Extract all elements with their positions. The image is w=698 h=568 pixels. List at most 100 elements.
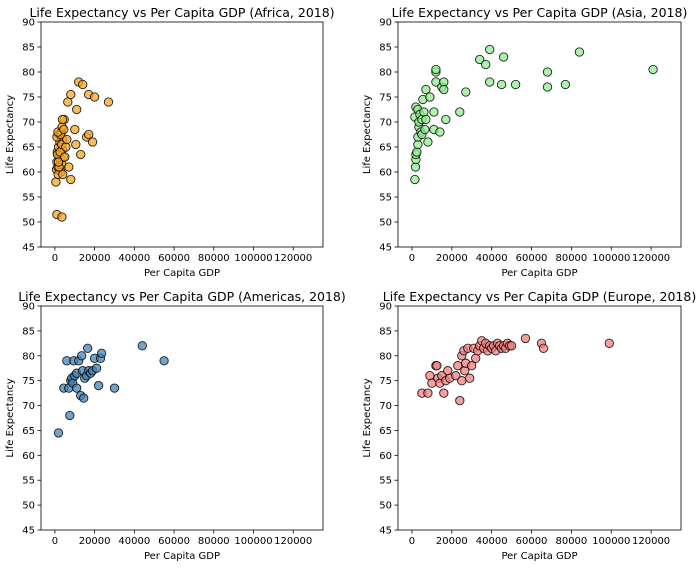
data-point	[510, 79, 521, 90]
data-point	[72, 383, 82, 393]
data-point	[467, 361, 477, 371]
data-point	[542, 82, 553, 92]
subplot-0: Life Expectancy vs Per Capita GDP (Afric…	[5, 5, 335, 279]
y-tick-label: 60	[22, 451, 35, 462]
x-tick-label: 0	[409, 253, 415, 264]
data-points	[51, 77, 114, 222]
data-point	[481, 59, 491, 70]
data-point	[103, 97, 114, 107]
x-axis-label: Per Capita GDP	[501, 268, 577, 279]
y-tick-label: 90	[22, 302, 35, 313]
data-point	[425, 92, 435, 102]
data-point	[410, 174, 420, 185]
data-point	[64, 162, 74, 172]
data-point	[451, 371, 461, 381]
y-tick-label: 55	[22, 193, 35, 204]
y-tick-label: 45	[22, 526, 35, 537]
x-tick-label: 0	[409, 536, 415, 547]
y-tick-label: 60	[379, 451, 392, 462]
subplot-3: Life Expectancy vs Per Capita GDP (Europ…	[362, 289, 696, 562]
data-point	[461, 87, 471, 97]
y-tick-label: 90	[22, 18, 35, 29]
data-point	[420, 124, 430, 135]
plot-frame	[40, 305, 324, 531]
x-tick-label: 0	[52, 253, 58, 264]
data-point	[485, 77, 495, 87]
data-point	[70, 124, 80, 135]
x-tick-label: 60000	[158, 253, 190, 264]
data-point	[485, 44, 495, 55]
x-tick-label: 80000	[198, 253, 230, 264]
data-point	[77, 351, 87, 361]
chart-title: Life Expectancy vs Per Capita GDP (Europ…	[383, 289, 696, 304]
y-tick-label: 65	[379, 143, 392, 154]
data-point	[520, 333, 531, 344]
data-point	[425, 371, 435, 381]
data-point	[560, 79, 571, 90]
data-point	[648, 64, 658, 75]
y-tick-label: 45	[379, 243, 392, 254]
data-point	[441, 114, 451, 125]
x-tick-label: 20000	[436, 253, 468, 264]
data-point	[421, 114, 431, 125]
x-axis-label: Per Capita GDP	[144, 551, 220, 562]
y-tick-label: 65	[379, 426, 392, 437]
data-point	[498, 52, 509, 62]
data-point	[465, 373, 475, 383]
data-point	[439, 84, 449, 95]
x-tick-label: 120000	[632, 253, 670, 264]
data-point	[72, 104, 82, 115]
x-tick-label: 20000	[79, 536, 111, 547]
y-tick-label: 80	[379, 68, 392, 79]
x-tick-label: 120000	[274, 536, 312, 547]
data-point	[412, 147, 422, 157]
plot-frame	[40, 21, 324, 248]
y-tick-label: 50	[379, 218, 392, 229]
data-point	[419, 107, 429, 117]
data-point	[435, 127, 445, 137]
x-tick-label: 100000	[592, 536, 630, 547]
x-tick-label: 40000	[476, 536, 508, 547]
y-tick-label: 55	[22, 476, 35, 487]
data-point	[91, 363, 102, 373]
y-tick-label: 85	[379, 43, 392, 54]
x-tick-label: 40000	[476, 253, 508, 264]
data-point	[542, 67, 553, 77]
data-point	[475, 54, 485, 65]
data-point	[574, 47, 585, 57]
x-tick-label: 80000	[198, 536, 230, 547]
chart-title: Life Expectancy vs Per Capita GDP (Afric…	[29, 5, 334, 20]
y-tick-label: 65	[22, 426, 35, 437]
data-point	[62, 134, 72, 145]
data-point	[71, 139, 81, 150]
y-tick-label: 80	[22, 68, 35, 79]
y-axis-label: Life Expectancy	[5, 95, 16, 174]
data-point	[57, 212, 67, 222]
y-tick-label: 65	[22, 143, 35, 154]
data-point	[60, 152, 70, 162]
data-points	[417, 333, 614, 406]
data-point	[79, 393, 89, 403]
x-tick-label: 80000	[555, 536, 587, 547]
x-tick-label: 100000	[234, 253, 272, 264]
y-tick-label: 70	[22, 401, 35, 412]
y-tick-label: 60	[22, 168, 35, 179]
data-point	[58, 169, 68, 180]
y-tick-label: 85	[22, 43, 35, 54]
y-tick-label: 80	[22, 351, 35, 362]
x-tick-label: 100000	[592, 253, 630, 264]
data-point	[66, 174, 76, 185]
subplot-1: Life Expectancy vs Per Capita GDP (Asia,…	[362, 5, 687, 279]
data-point	[96, 348, 107, 358]
data-point	[421, 84, 431, 95]
x-tick-label: 0	[52, 536, 58, 547]
data-point	[429, 107, 439, 117]
x-tick-label: 120000	[274, 253, 312, 264]
x-tick-label: 60000	[158, 536, 190, 547]
plot-frame	[397, 305, 682, 531]
data-point	[455, 395, 465, 406]
x-tick-label: 20000	[436, 536, 468, 547]
y-axis-label: Life Expectancy	[5, 378, 16, 457]
y-tick-label: 50	[22, 218, 35, 229]
